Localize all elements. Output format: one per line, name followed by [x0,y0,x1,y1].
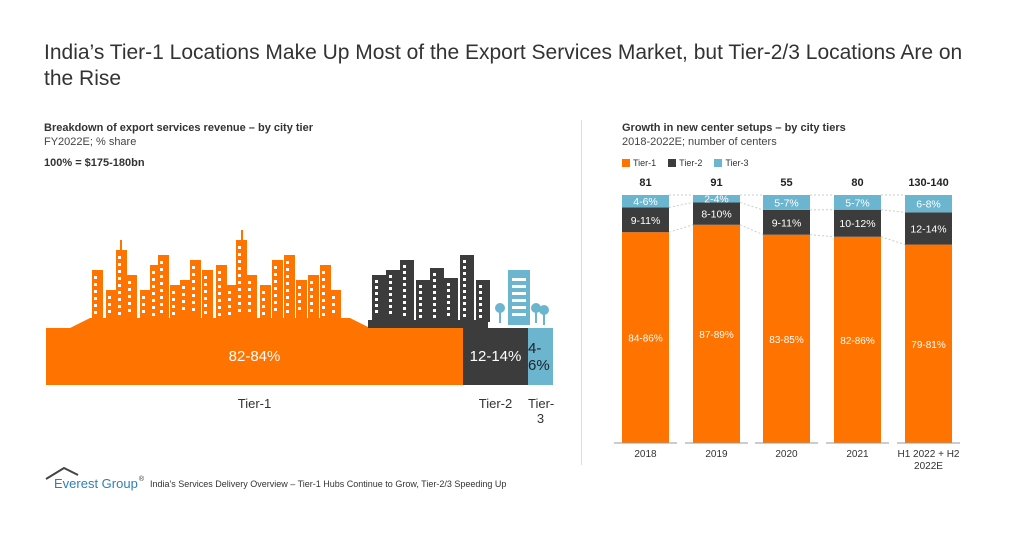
bar-tier-1-2021 [834,236,881,443]
registered-mark: ® [138,476,144,483]
legend-label: Tier-2 [679,158,703,168]
legend-tier3: Tier-3 [714,158,749,168]
right-chart: 84-86% 9-11% 4-6% 81 2018 87-89% 8-10% 2-4% 91 20… [614,177,960,472]
bar-tier-3-2018 [622,195,669,208]
connector-line [739,201,764,211]
bar-tier-2-2021 [834,209,881,237]
tier2-city-icon [368,255,490,328]
left-chart-title: Breakdown of export services revenue – b… [44,122,314,134]
data-label: 10-12% [839,218,875,230]
category-label: H1 2022 + H2 2022E [898,449,960,472]
bar-tier-3-2019 [693,195,740,203]
bar-tier-1-2020 [763,234,810,443]
mountain-icon [45,466,79,480]
bar-segment-tier-3: 4-6% [528,328,553,385]
connector-line [668,201,694,208]
legend: Tier-1 Tier-2 Tier-3 [622,158,749,168]
divider [581,120,582,465]
data-label: 5-7% [845,197,870,209]
total-label: 91 [710,177,722,189]
total-label: 100% = $175-180bn [44,157,145,169]
data-label: 9-11% [772,217,802,229]
data-label: 79-81% [911,340,946,351]
data-label: 6-8% [916,199,941,211]
logo-text: Everest Group [54,476,138,491]
category-label: 2018 [634,449,657,460]
total-label: 130-140 [908,177,948,189]
total-label: 55 [780,177,792,189]
data-label: 4-6% [528,339,550,374]
category-label: 2020 [775,449,798,460]
data-label: 2-4% [704,194,729,206]
connector-line [809,234,835,238]
connector-line [668,224,694,233]
legend-tier1: Tier-1 [622,158,656,168]
data-label: 12-14% [910,223,946,235]
bar-tier-3-2021 [834,195,881,210]
connector-line [739,224,764,236]
legend-tier2: Tier-2 [668,158,702,168]
category-label: 2021 [846,449,869,460]
total-label: 81 [639,177,651,189]
page-title: India’s Tier-1 Locations Make Up Most of… [44,41,963,90]
data-label: 4-6% [633,196,658,208]
tier1-city-icon [70,230,370,328]
data-label: 9-11% [631,215,661,227]
legend-label: Tier-3 [725,158,749,168]
bar-tier-3-H1 2022 + H2 2022E [905,195,952,213]
city-skylines [70,230,549,328]
data-label: 82-84% [228,348,281,365]
data-label: 84-86% [628,334,663,345]
connector-line [880,236,906,246]
bar-tier-2-H1 2022 + H2 2022E [905,212,952,245]
bar-tier-3-2020 [763,195,810,210]
everest-logo: Everest Group ® [44,466,144,491]
data-label: 87-89% [699,330,734,341]
bar-tier-1-2019 [693,224,740,443]
data-label: 83-85% [769,335,804,346]
bar-tier-1-H1 2022 + H2 2022E [905,244,952,443]
bar-tier-1-2018 [622,232,669,443]
right-chart-subtitle: 2018-2022E; number of centers [622,136,777,148]
bar-tier-2-2019 [693,202,740,225]
data-label: 5-7% [774,197,799,209]
right-chart-title: Growth in new center setups – by city ti… [622,122,846,134]
bar-segment-tier-2: 12-14% [463,328,528,385]
category-label: Tier-2 [478,396,513,411]
data-label: 12-14% [469,348,522,365]
connector-line [880,209,906,213]
data-label: 8-10% [701,209,731,221]
footer-text: India's Services Delivery Overview – Tie… [150,479,507,489]
bar-segment-tier-1: 82-84% [46,328,463,385]
category-label: Tier-3 [528,396,555,426]
total-label: 80 [851,177,863,189]
left-chart-subtitle: FY2022E; % share [44,136,137,148]
data-label: 82-86% [840,336,875,347]
legend-label: Tier-1 [633,158,657,168]
tier3-city-icon [495,270,549,325]
footer: Everest Group ® India's Services Deliver… [44,466,506,491]
bar-tier-2-2020 [763,209,810,235]
bar-tier-2-2018 [622,207,669,233]
category-label: 2019 [705,449,728,460]
category-label: Tier-1 [237,396,272,411]
